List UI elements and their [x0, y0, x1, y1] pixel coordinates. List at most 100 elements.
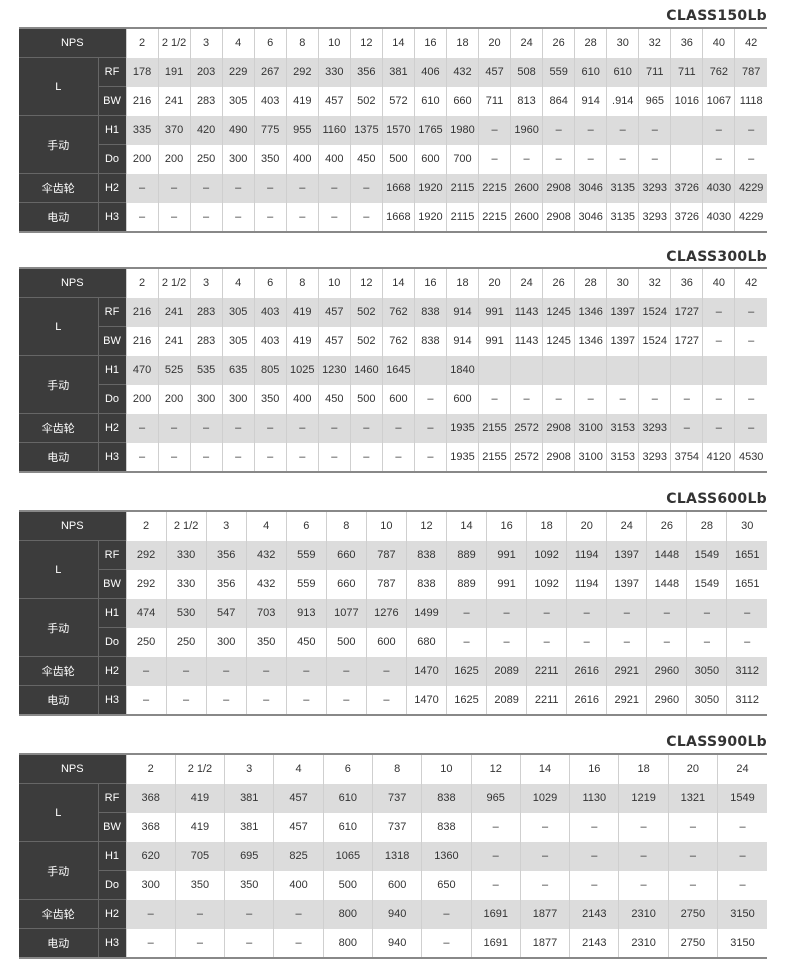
nps-cell: 10: [421, 754, 472, 784]
nps-cell: 4: [245, 511, 287, 541]
value-cell: 305: [221, 86, 255, 116]
sub-label: BW: [97, 86, 126, 116]
value-cell: 3293: [638, 202, 671, 232]
value-cell: 610: [574, 57, 607, 87]
table-row: Do 300 350 350 400 500 600 650– – – – – –: [19, 870, 767, 900]
value-cell: 1549: [686, 569, 727, 599]
sub-label: H3: [97, 685, 126, 715]
value-cell: 660: [445, 86, 479, 116]
value-cell: 610: [322, 812, 373, 842]
value-cell: –: [574, 144, 607, 174]
value-cell: 1067: [702, 86, 735, 116]
value-cell: –: [519, 870, 570, 900]
nps-cell: 40: [702, 268, 735, 298]
sub-label: H2: [97, 899, 126, 929]
value-cell: 216: [125, 297, 159, 327]
table-row: L RF 216 241 283 305 403 419 457 502 762 838 914 991 1…: [19, 297, 767, 356]
value-cell: 368: [125, 783, 176, 813]
value-cell: 3726: [670, 202, 703, 232]
value-cell: 2908: [542, 442, 575, 472]
value-cell: 292: [125, 569, 167, 599]
value-cell: –: [273, 928, 324, 958]
table-title: CLASS900Lb: [666, 734, 767, 750]
value-cell: –: [646, 598, 687, 628]
value-cell: 203: [189, 57, 223, 87]
value-cell: –: [125, 899, 176, 929]
table-row: 电动 H3– – – –800 940–1691 1877 2143 2310 2750 3150: [19, 928, 767, 958]
value-cell: –: [285, 442, 319, 472]
value-cell: –: [686, 627, 727, 657]
table-row: 伞齿轮 H2– – – – – – – –1668 1920 2115 2215 2600 2908 304…: [19, 173, 767, 203]
nps-cell: 3: [189, 28, 223, 58]
value-cell: 3293: [638, 173, 671, 203]
value-cell: –: [285, 202, 319, 232]
value-cell: 400: [285, 144, 319, 174]
value-cell: 330: [317, 57, 351, 87]
value-cell: 2089: [486, 685, 527, 715]
value-cell: 2089: [486, 656, 527, 686]
value-cell: 620: [125, 841, 176, 871]
value-cell: .914: [606, 86, 639, 116]
nps-cell: 20: [478, 28, 511, 58]
value-cell: 1691: [470, 928, 521, 958]
value-cell: 1668: [381, 202, 415, 232]
nps-cell: 4: [273, 754, 324, 784]
value-cell: 419: [285, 326, 319, 356]
value-cell: 3100: [574, 413, 607, 443]
table-row: 电动 H3– – – – – – –1470 1625 2089 2211 2616 2921 2960 3…: [19, 685, 767, 715]
value-cell: 1920: [413, 202, 447, 232]
value-cell: 1092: [526, 540, 567, 570]
nps-cell: 16: [413, 268, 447, 298]
nps-cell: 12: [349, 28, 383, 58]
value-cell: –: [285, 413, 319, 443]
value-cell: –: [349, 442, 383, 472]
group-label: 手动: [19, 841, 98, 900]
table-row: 伞齿轮 H2– – – –800 940–1691 1877 2143 2310 2750 3150: [19, 899, 767, 929]
value-cell: 1651: [726, 540, 767, 570]
nps-cell: 16: [486, 511, 527, 541]
value-cell: [606, 355, 639, 385]
value-cell: –: [421, 928, 472, 958]
nps-cell: 8: [325, 511, 367, 541]
nps-cell: 18: [618, 754, 669, 784]
value-cell: 660: [325, 540, 367, 570]
nps-cell: 2: [125, 28, 159, 58]
value-cell: –: [157, 173, 191, 203]
table-row: L RF 368 419 381 457 610 737 838 965 1029 1130 1219 1…: [19, 783, 767, 842]
value-cell: 1691: [470, 899, 521, 929]
header-row: NPS 2 2 1/2 3 4 6 8 10 12 14 16 18 20 24 26 28 30 32 36 40 4…: [19, 27, 767, 58]
value-cell: –: [638, 115, 671, 145]
value-cell: 1245: [542, 297, 575, 327]
value-cell: –: [606, 384, 639, 414]
value-cell: 2115: [445, 202, 479, 232]
value-cell: 3050: [686, 685, 727, 715]
value-cell: 216: [125, 86, 159, 116]
value-cell: –: [486, 598, 527, 628]
table-row: Do 200 200 250 300 350 400 400 450 500 600 700– – – – –…: [19, 144, 767, 174]
table-row: BW 292 330 356 432 559 660 787 838 889 991 1092 1194…: [19, 569, 767, 599]
value-cell: –: [670, 384, 703, 414]
value-cell: 737: [371, 812, 422, 842]
value-cell: –: [526, 598, 567, 628]
value-cell: 530: [165, 598, 207, 628]
value-cell: –: [157, 442, 191, 472]
value-cell: 889: [445, 540, 487, 570]
value-cell: –: [317, 413, 351, 443]
value-cell: 775: [253, 115, 287, 145]
table-title: CLASS150Lb: [666, 8, 767, 24]
value-cell: 1470: [405, 685, 447, 715]
value-cell: –: [365, 685, 407, 715]
value-cell: 1651: [726, 569, 767, 599]
sub-label: Do: [97, 144, 126, 174]
value-cell: 368: [125, 812, 176, 842]
value-cell: –: [224, 928, 274, 958]
dimension-table: NPS 2 2 1/2 3 4 6 8 10 12 14 16 18 20 24 26 28 30 32 36 40 4…: [19, 267, 767, 473]
value-cell: 241: [157, 297, 191, 327]
value-cell: 965: [638, 86, 671, 116]
table-row: 电动 H3– – – – – – – –1668 1920 2115 2215 2600 2908 3046…: [19, 202, 767, 232]
nps-cell: 30: [606, 268, 639, 298]
value-cell: 650: [421, 870, 472, 900]
sub-label: RF: [97, 57, 126, 87]
sub-label: Do: [97, 627, 126, 657]
value-cell: –: [221, 442, 255, 472]
